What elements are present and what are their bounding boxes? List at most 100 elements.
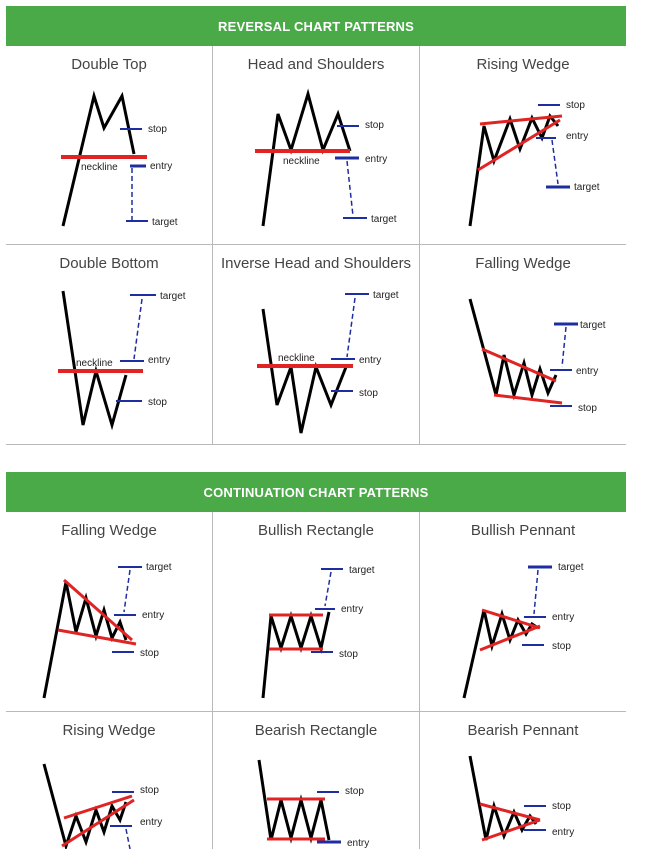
stop-label: stop [140, 785, 159, 796]
price-line [468, 755, 538, 841]
stop-label: stop [148, 124, 167, 135]
target-label: target [349, 565, 375, 576]
pattern-bullish-rectangle: Bullish Rectangle target entry stop [213, 512, 419, 711]
entry-label: entry [142, 610, 164, 621]
grid-divider [6, 244, 626, 245]
pattern-bearish-pennant: Bearish Pennant stop entry [420, 712, 626, 849]
price-line [261, 610, 331, 699]
target-label: target [152, 217, 178, 228]
pattern-rising-wedge-continuation: Rising Wedge stop entry [6, 712, 212, 849]
price-line [61, 90, 136, 227]
entry-label: entry [365, 154, 387, 165]
falling-wedge-diagram: target entry stop [468, 298, 606, 414]
reversal-section-banner: REVERSAL CHART PATTERNS [6, 6, 626, 46]
neckline-label: neckline [76, 358, 113, 369]
pattern-title: Falling Wedge [475, 255, 571, 272]
grid-divider [212, 512, 213, 849]
resistance-line [479, 802, 541, 822]
entry-label: entry [341, 604, 363, 615]
target-projection [533, 569, 539, 615]
pattern-falling-wedge-continuation: Falling Wedge target entry stop [6, 512, 212, 711]
price-line [468, 298, 558, 401]
entry-label: entry [148, 355, 170, 366]
target-projection [346, 160, 354, 217]
pattern-bullish-pennant: Bullish Pennant target entry stop [420, 512, 626, 711]
stop-label: stop [339, 649, 358, 660]
support-line [57, 628, 137, 646]
stop-label: stop [359, 388, 378, 399]
double-bottom-diagram: neckline target entry stop [58, 290, 186, 431]
pattern-title: Bearish Rectangle [254, 722, 378, 739]
grid-divider [212, 46, 213, 444]
resistance-line [479, 114, 563, 126]
pattern-head-and-shoulders: Head and Shoulders neckline stop entry t… [213, 46, 419, 244]
resistance-line [481, 608, 541, 630]
support-line [477, 118, 561, 172]
pattern-falling-wedge-reversal: Falling Wedge target entry stop [420, 245, 626, 444]
entry-label: entry [552, 827, 574, 838]
falling-wedge-continuation-diagram: target entry stop [42, 562, 172, 699]
stop-label: stop [148, 397, 167, 408]
pattern-double-top: Double Top neckline stop entry target [6, 46, 212, 244]
target-label: target [373, 290, 399, 301]
entry-label: entry [552, 612, 574, 623]
price-line [468, 112, 560, 227]
pattern-title: Bearish Pennant [467, 722, 579, 739]
stop-label: stop [566, 100, 585, 111]
resistance-line [63, 794, 133, 820]
entry-label: entry [566, 131, 588, 142]
entry-label: entry [347, 838, 369, 849]
rising-wedge-diagram: stop entry target [468, 100, 600, 227]
continuation-section-banner: CONTINUATION CHART PATTERNS [6, 472, 626, 512]
double-top-diagram: neckline stop entry target [61, 90, 178, 228]
target-projection [324, 571, 332, 607]
inverse-head-and-shoulders-diagram: neckline target entry stop [257, 290, 399, 434]
pattern-title: Rising Wedge [62, 722, 156, 739]
pattern-title: Rising Wedge [476, 56, 570, 73]
stop-label: stop [578, 403, 597, 414]
pattern-title: Double Top [71, 56, 147, 73]
target-label: target [574, 182, 600, 193]
neckline-label: neckline [283, 156, 320, 167]
stop-label: stop [140, 648, 159, 659]
target-projection [125, 828, 131, 849]
resistance-line [481, 347, 557, 383]
entry-label: entry [576, 366, 598, 377]
price-line [462, 608, 539, 699]
pattern-bearish-rectangle: Bearish Rectangle stop entry [213, 712, 419, 849]
entry-label: entry [150, 161, 172, 172]
stop-label: stop [345, 786, 364, 797]
support-line [481, 818, 541, 842]
pattern-rising-wedge-reversal: Rising Wedge stop entry target [420, 46, 626, 244]
price-line [42, 763, 128, 849]
price-line [261, 88, 352, 227]
bearish-rectangle-diagram: stop entry [257, 759, 369, 849]
grid-divider [419, 46, 420, 444]
pattern-title: Bullish Pennant [470, 522, 576, 539]
stop-label: stop [365, 120, 384, 131]
neckline-label: neckline [81, 162, 118, 173]
resistance-line [63, 578, 133, 642]
target-label: target [146, 562, 172, 573]
entry-label: entry [359, 355, 381, 366]
stop-label: stop [552, 641, 571, 652]
support-line [493, 393, 563, 405]
grid-divider [419, 512, 420, 849]
price-line [257, 759, 331, 844]
target-label: target [580, 320, 606, 331]
entry-label: entry [140, 817, 162, 828]
price-line [261, 308, 348, 434]
grid-divider [6, 711, 626, 712]
grid-divider [6, 444, 626, 445]
target-projection [561, 326, 567, 368]
rising-wedge-continuation-diagram: stop entry [42, 763, 162, 849]
pattern-title: Double Bottom [59, 255, 159, 272]
support-line [479, 624, 541, 652]
bullish-pennant-diagram: target entry stop [462, 562, 584, 699]
target-projection [551, 139, 559, 185]
pattern-title: Falling Wedge [61, 522, 157, 539]
stop-label: stop [552, 801, 571, 812]
pattern-double-bottom: Double Bottom neckline target entry stop [6, 245, 212, 444]
bullish-rectangle-diagram: target entry stop [261, 565, 375, 699]
neckline-label: neckline [278, 353, 315, 364]
